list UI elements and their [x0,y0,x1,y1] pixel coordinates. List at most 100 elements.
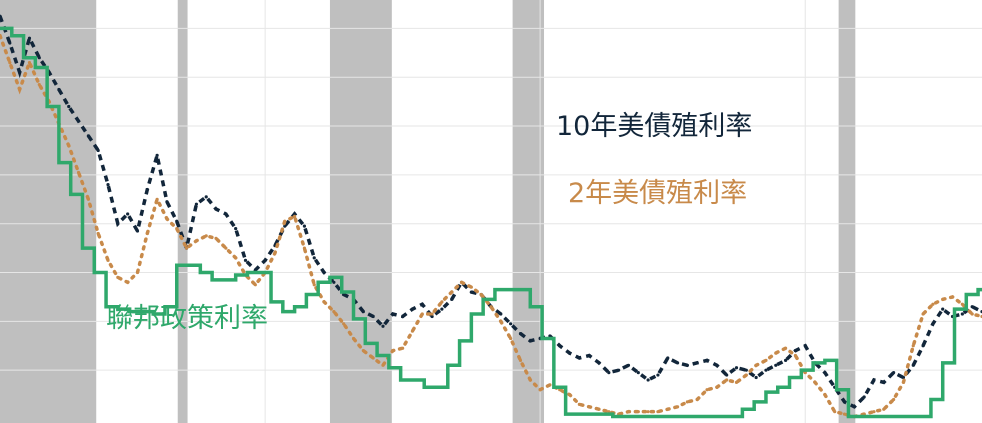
point-ten-year-yield-42 [410,307,415,311]
point-two-year-yield-81 [793,353,798,358]
point-two-year-yield-84 [823,392,827,397]
point-two-year-yield-91 [892,397,896,402]
point-two-year-yield-35 [342,322,346,326]
point-two-year-yield-14 [135,270,140,275]
point-ten-year-yield-57 [558,344,562,348]
point-two-year-yield-73 [715,385,719,389]
point-two-year-yield-59 [577,402,581,406]
point-two-year-yield-83 [813,380,817,384]
point-ten-year-yield-77 [754,375,758,380]
point-two-year-yield-34 [332,309,336,314]
point-ten-year-yield-6 [57,87,61,92]
point-ten-year-yield-14 [135,229,140,233]
point-ten-year-yield-81 [793,349,798,353]
point-two-year-yield-19 [184,246,189,250]
point-two-year-yield-92 [901,380,906,384]
point-ten-year-yield-31 [302,224,307,228]
point-two-year-yield-74 [725,378,729,382]
point-ten-year-yield-2 [18,70,22,74]
point-ten-year-yield-68 [666,356,670,360]
point-ten-year-yield-67 [656,373,660,377]
point-ten-year-yield-61 [597,361,601,365]
label-2yr-yield: 2年美債殖利率 [568,178,747,209]
point-ten-year-yield-40 [391,312,395,316]
point-ten-year-yield-54 [528,339,532,343]
point-two-year-yield-94 [921,312,925,316]
point-two-year-yield-46 [450,290,454,294]
point-ten-year-yield-95 [931,322,935,326]
point-ten-year-yield-8 [76,119,81,123]
point-two-year-yield-89 [872,410,876,414]
point-ten-year-yield-90 [882,380,886,384]
point-two-year-yield-41 [401,346,405,350]
point-ten-year-yield-16 [155,153,159,157]
point-ten-year-yield-62 [607,371,611,375]
point-ten-year-yield-74 [725,373,729,377]
point-ten-year-yield-70 [685,363,690,367]
point-ten-year-yield-43 [420,302,424,306]
point-ten-year-yield-15 [145,187,149,192]
point-ten-year-yield-91 [892,371,896,375]
point-two-year-yield-15 [145,231,149,236]
point-ten-year-yield-87 [852,405,856,409]
point-two-year-yield-22 [214,236,218,240]
point-ten-year-yield-94 [921,344,925,348]
point-ten-year-yield-52 [509,322,513,326]
point-ten-year-yield-44 [430,314,434,319]
point-two-year-yield-20 [194,239,198,243]
point-ten-year-yield-1 [8,41,12,45]
point-ten-year-yield-89 [872,378,876,382]
point-two-year-yield-93 [911,344,915,348]
point-two-year-yield-1 [8,60,12,65]
point-ten-year-yield-93 [911,363,915,367]
point-two-year-yield-66 [646,410,650,414]
point-two-year-yield-51 [499,319,503,323]
point-ten-year-yield-69 [675,361,680,365]
point-ten-year-yield-82 [803,344,807,348]
point-two-year-yield-18 [175,226,179,231]
point-ten-year-yield-25 [243,258,248,262]
point-ten-year-yield-60 [587,353,591,358]
point-two-year-yield-53 [518,358,523,363]
point-two-year-yield-0 [0,34,2,38]
point-ten-year-yield-64 [626,363,631,367]
point-ten-year-yield-65 [636,371,640,375]
point-two-year-yield-86 [842,412,847,416]
label-fed-funds-rate: 聯邦政策利率 [106,303,268,334]
point-two-year-yield-7 [67,143,71,148]
point-two-year-yield-67 [656,410,660,414]
point-ten-year-yield-3 [27,36,32,40]
point-ten-year-yield-34 [332,280,336,284]
point-two-year-yield-32 [312,283,316,287]
point-two-year-yield-45 [440,300,444,304]
point-two-year-yield-24 [234,256,238,260]
point-ten-year-yield-27 [263,258,267,262]
point-ten-year-yield-18 [175,219,179,223]
point-ten-year-yield-48 [469,290,473,294]
point-ten-year-yield-45 [440,307,444,311]
point-ten-year-yield-63 [617,368,621,372]
point-ten-year-yield-23 [224,212,228,216]
point-two-year-yield-50 [489,305,493,309]
point-two-year-yield-90 [882,407,886,411]
point-two-year-yield-69 [675,405,680,409]
point-two-year-yield-78 [764,358,768,363]
point-ten-year-yield-92 [901,375,906,380]
point-two-year-yield-9 [86,197,90,201]
point-ten-year-yield-22 [214,207,218,211]
point-two-year-yield-11 [106,258,110,262]
recession-band-5 [838,0,856,423]
point-two-year-yield-4 [37,82,41,87]
series-group [0,14,982,419]
point-ten-year-yield-88 [862,395,866,399]
point-two-year-yield-48 [469,285,473,289]
point-two-year-yield-49 [479,292,483,297]
point-two-year-yield-10 [96,231,100,236]
point-two-year-yield-72 [705,388,709,392]
point-ten-year-yield-41 [401,314,405,319]
point-two-year-yield-38 [371,356,375,360]
point-ten-year-yield-33 [322,270,326,275]
point-ten-year-yield-96 [941,307,945,311]
point-ten-year-yield-38 [371,314,375,319]
point-two-year-yield-33 [322,300,326,304]
